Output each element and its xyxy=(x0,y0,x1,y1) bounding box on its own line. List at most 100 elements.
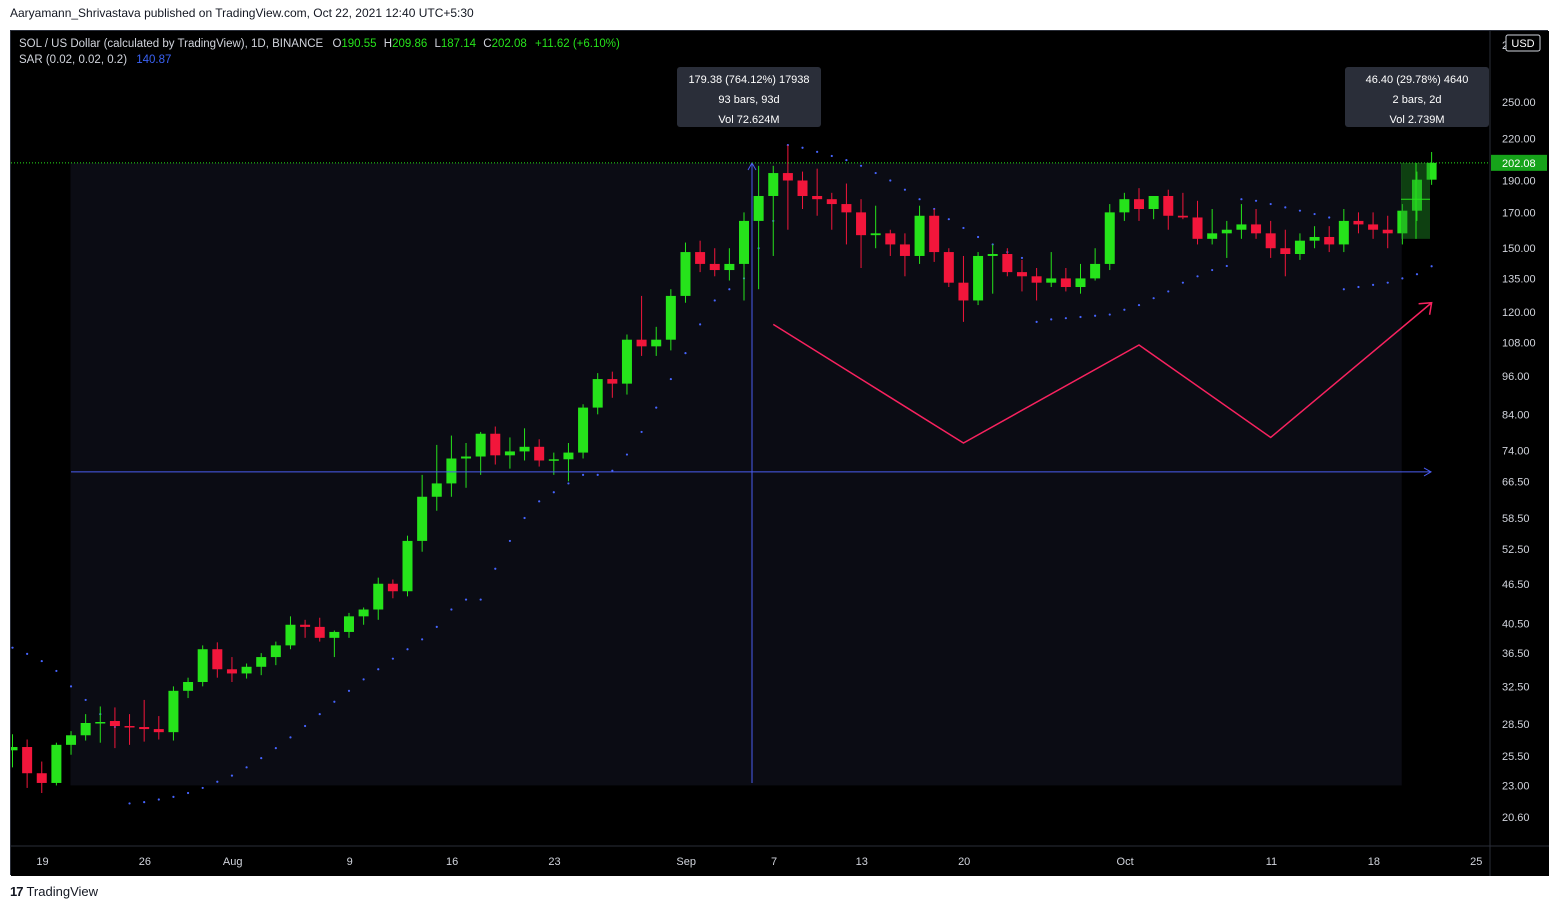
candle-body xyxy=(1016,272,1027,277)
candle-body xyxy=(1368,224,1379,230)
candle-body xyxy=(1134,199,1145,210)
candle xyxy=(929,209,940,262)
sar-dot xyxy=(640,430,643,434)
sar-dot xyxy=(552,491,555,494)
y-tick-label: 96.00 xyxy=(1502,371,1530,383)
candle-body xyxy=(1265,233,1276,249)
sar-dot xyxy=(1050,318,1053,321)
svg-text:SAR (0.02, 0.02, 0.2) 14: SAR (0.02, 0.02, 0.2) 140.87 xyxy=(19,54,171,66)
tradingview-logo-text: TradingView xyxy=(26,884,99,899)
sar-dot xyxy=(1196,275,1199,278)
x-tick-label: Sep xyxy=(676,856,696,868)
currency-badge[interactable]: USD xyxy=(1505,34,1541,52)
candle-body xyxy=(51,744,62,783)
tradingview-logo-icon: 17 xyxy=(10,884,24,899)
sar-dot xyxy=(1123,308,1126,311)
candle-body xyxy=(80,722,91,736)
candle-body xyxy=(95,721,106,724)
sar-dot xyxy=(274,747,277,750)
candle-body xyxy=(1046,278,1057,283)
sar-dot xyxy=(201,786,204,790)
sar-indicator-name: SAR (0.02, 0.02, 0.2) xyxy=(19,54,127,66)
currency-badge-text: USD xyxy=(1511,38,1534,50)
sar-dot xyxy=(172,795,175,798)
candle-body xyxy=(885,233,896,245)
measure-label-1-line: 93 bars, 93d xyxy=(718,94,779,106)
candle-body xyxy=(1280,248,1291,255)
candle xyxy=(197,645,208,687)
candle-body xyxy=(431,483,442,497)
sar-dot xyxy=(728,288,731,291)
candle xyxy=(709,248,720,277)
candle-body xyxy=(1338,220,1349,245)
y-tick-label: 52.50 xyxy=(1502,544,1530,556)
sar-dot xyxy=(1371,283,1375,286)
candle-body xyxy=(402,540,413,592)
sar-dot xyxy=(55,669,58,673)
candle xyxy=(1046,252,1057,288)
candle-body xyxy=(665,295,676,340)
candle-body xyxy=(314,626,325,638)
candle-body xyxy=(1104,212,1115,264)
candle-body xyxy=(1163,195,1174,216)
sar-dot xyxy=(918,198,921,201)
candlestick-chart[interactable]: 179.38 (764.12%) 17938 93 bars, 93d Vol 72… xyxy=(7,31,1549,876)
sar-dot xyxy=(611,469,614,472)
publisher-line: Aaryamann_Shrivastava published on Tradi… xyxy=(10,6,474,20)
candle xyxy=(431,444,442,511)
candle-body xyxy=(1031,276,1042,283)
y-tick-label: 23.00 xyxy=(1502,780,1530,792)
time-axis-bg xyxy=(11,846,1549,876)
candle-body xyxy=(636,339,647,347)
sar-dot xyxy=(464,598,468,601)
sar-dot xyxy=(260,757,263,760)
x-tick-label: 11 xyxy=(1266,856,1277,868)
candle xyxy=(621,334,632,395)
candle-body xyxy=(1075,278,1086,288)
candle-body xyxy=(1221,229,1232,234)
sar-dot xyxy=(1108,313,1111,316)
candle-body xyxy=(22,747,33,774)
candle xyxy=(899,233,910,277)
candle-body xyxy=(739,220,749,264)
candle xyxy=(797,171,808,210)
chart-frame[interactable]: 179.38 (764.12%) 17938 93 bars, 93d Vol 72… xyxy=(7,30,1549,876)
y-tick-label: 250.00 xyxy=(1502,97,1536,109)
sar-dot xyxy=(40,659,43,663)
sar-dot xyxy=(625,453,629,456)
candle-body xyxy=(1411,179,1422,211)
candle-body xyxy=(680,252,691,296)
sar-dot xyxy=(186,791,190,795)
sar-dot xyxy=(1152,297,1155,300)
candle xyxy=(343,612,354,638)
svg-text:SOL / US Dollar (calculated by: SOL / US Dollar (calculated by TradingVi… xyxy=(19,38,620,50)
sar-dot xyxy=(1020,256,1024,260)
last-price-tag-text: 202.08 xyxy=(1502,158,1536,170)
candle-body xyxy=(1324,236,1335,245)
low-label: L xyxy=(434,38,441,50)
sar-dot xyxy=(435,625,438,628)
candle-body xyxy=(417,496,428,541)
y-tick-label: 135.00 xyxy=(1502,273,1536,285)
candle xyxy=(1397,204,1408,245)
candle xyxy=(168,686,179,741)
candle xyxy=(417,474,428,552)
candle-body xyxy=(183,682,194,691)
sar-dot xyxy=(1064,317,1067,320)
candle xyxy=(36,761,47,794)
tradingview-footer[interactable]: 17 TradingView xyxy=(10,884,98,899)
candle-body xyxy=(621,339,632,384)
candle xyxy=(212,642,223,678)
candle xyxy=(826,192,837,230)
sar-dot xyxy=(450,608,453,611)
measure-label-1-line: 179.38 (764.12%) 17938 xyxy=(688,74,809,86)
candle xyxy=(841,183,852,245)
sar-dot xyxy=(377,668,380,671)
candle xyxy=(256,653,267,676)
candle-body xyxy=(709,263,720,271)
candle-body xyxy=(226,669,237,674)
measure-label-2-line: 46.40 (29.78%) 4640 xyxy=(1366,74,1469,86)
candle-body xyxy=(7,747,18,751)
y-tick-label: 25.50 xyxy=(1502,751,1530,763)
y-tick-label: 58.50 xyxy=(1502,513,1530,525)
